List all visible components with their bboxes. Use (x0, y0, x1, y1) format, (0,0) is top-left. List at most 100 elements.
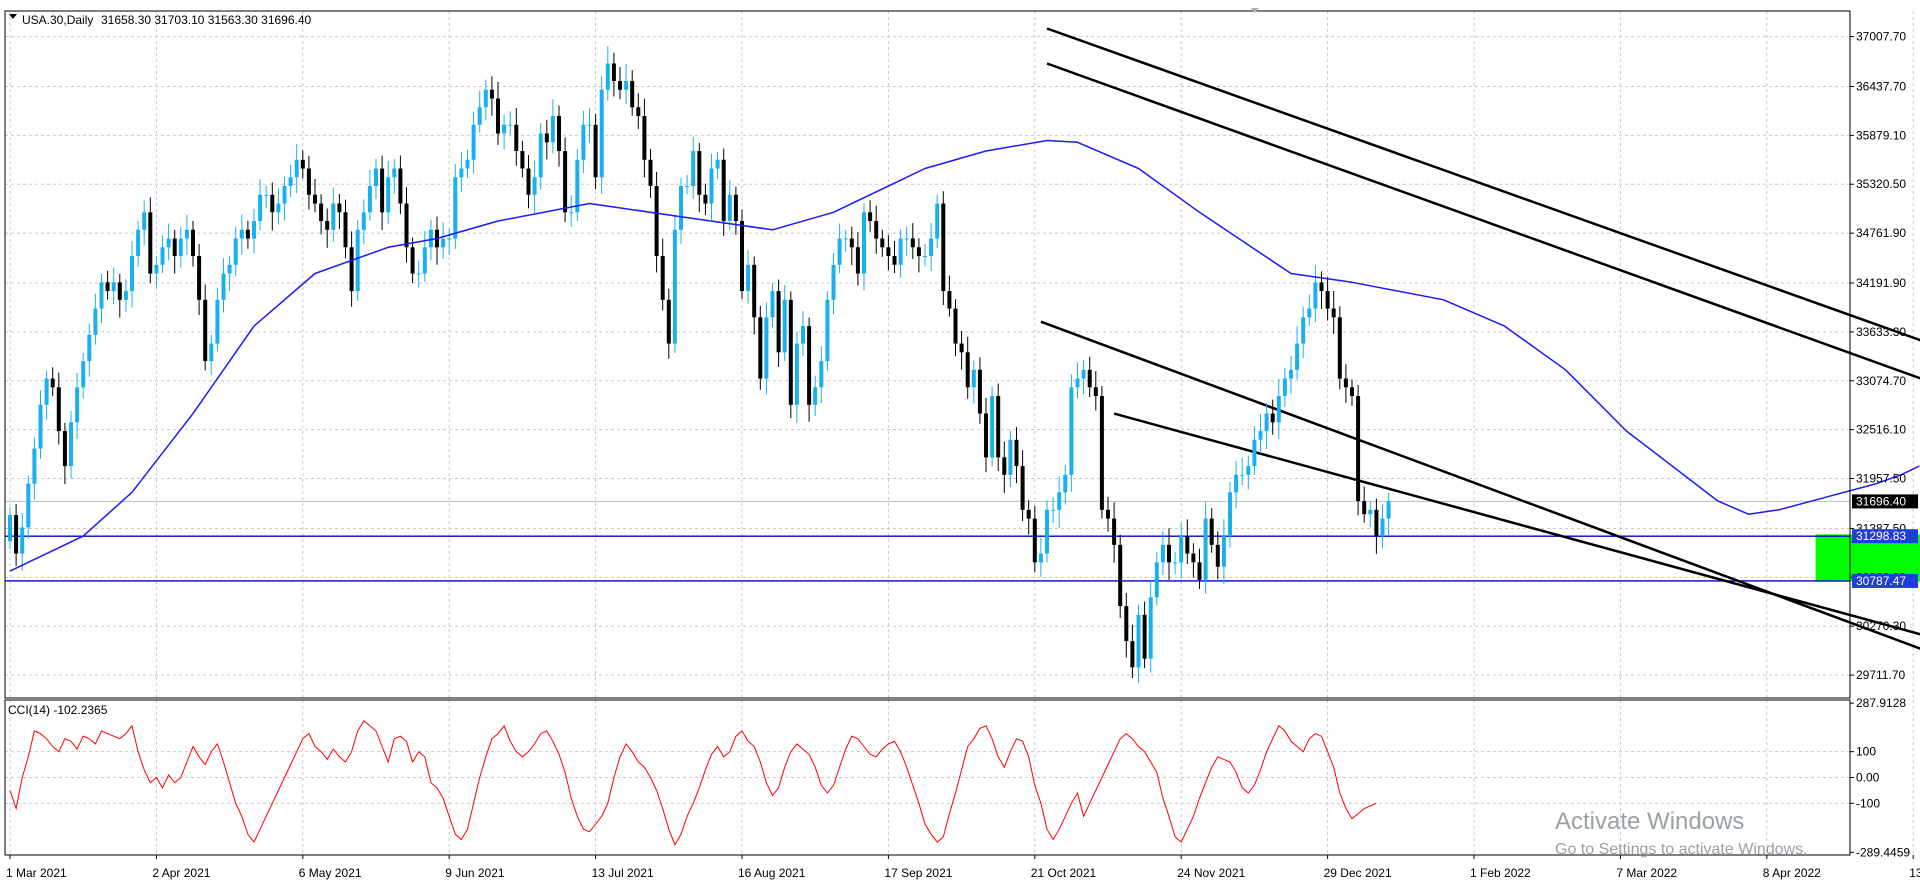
moving-average-layer (9, 139, 1920, 572)
price-tick-label: 36437.70 (1856, 79, 1906, 93)
horizontal-levels-layer[interactable] (5, 500, 1850, 582)
level-price-tag-box (1852, 573, 1918, 588)
candle-body (1289, 369, 1293, 379)
trend-channel-line[interactable] (1040, 320, 1920, 694)
candle-body (1081, 369, 1086, 379)
candle-body (666, 299, 671, 344)
candle-body (721, 159, 726, 222)
price-tick-label: 33633.30 (1856, 325, 1906, 339)
candle-body (1203, 518, 1208, 580)
candle-body (300, 159, 305, 169)
candle-body (447, 238, 452, 240)
date-tick-label: 13 Jul 2021 (592, 866, 654, 880)
candle-body (941, 203, 946, 292)
candle-body (166, 238, 171, 248)
candle-body (611, 63, 616, 82)
candle-body (117, 282, 122, 300)
candle-body (136, 229, 141, 257)
date-tick-label: 8 Apr 2022 (1763, 866, 1821, 880)
candle-body (142, 212, 147, 230)
candle-body (75, 387, 80, 423)
candle-body (813, 387, 818, 405)
candle-body (465, 159, 470, 169)
candle-body (947, 291, 952, 309)
grid-layer (5, 11, 1914, 855)
chart-header: USA.30,Daily 31658.30 31703.10 31563.30 … (9, 13, 312, 27)
candle-body (1148, 597, 1153, 659)
candle-body (404, 203, 409, 248)
candle-body (1221, 536, 1226, 567)
candle-body (1087, 369, 1092, 388)
candle-body (862, 212, 866, 274)
candle-body (764, 317, 769, 379)
candle-body (422, 247, 427, 274)
candle-body (1374, 509, 1379, 537)
candle-body (685, 186, 690, 188)
candle-body (605, 63, 610, 90)
price-tick-label: 34191.90 (1856, 276, 1906, 290)
candle-body (1142, 614, 1147, 659)
candle-body (1380, 518, 1385, 537)
trend-channel-line[interactable] (1046, 27, 1920, 458)
candles-layer (8, 46, 1391, 683)
candle-body (130, 256, 134, 292)
ohlc-values: 31658.30 31703.10 31563.30 31696.40 (101, 13, 312, 27)
candle-body (727, 194, 732, 222)
candle-body (593, 124, 598, 178)
candle-body (367, 186, 372, 213)
trend-channel-line[interactable] (1113, 412, 1920, 668)
level-price-tag-box (1852, 529, 1918, 544)
candle-body (313, 194, 317, 204)
candle-body (929, 238, 934, 257)
candle-body (624, 81, 629, 90)
candle-body (984, 413, 988, 458)
price-tick-label: 32516.10 (1856, 423, 1906, 437)
candle-body (361, 212, 366, 230)
candle-body (203, 299, 208, 362)
candle-body (343, 212, 348, 248)
candle-body (618, 81, 622, 90)
candle-body (1240, 474, 1245, 476)
candle-body (20, 527, 25, 554)
moving-average-line (9, 139, 1920, 572)
current-price-tag: 31696.40 (1856, 494, 1906, 508)
candle-body (1069, 387, 1074, 475)
trend-channel-layer[interactable] (1040, 27, 1920, 694)
candle-body (1038, 553, 1043, 563)
date-tick-label: 1 Mar 2021 (6, 866, 67, 880)
candle-body (825, 299, 830, 362)
candle-body (1063, 474, 1068, 493)
candle-body (81, 361, 86, 388)
candle-body (557, 116, 561, 152)
candle-body (776, 291, 781, 353)
candle-body (923, 256, 927, 258)
candle-body (532, 177, 537, 195)
candle-body (1264, 413, 1269, 432)
candle-body (898, 238, 903, 265)
candle-body (276, 203, 281, 213)
candle-body (746, 264, 751, 292)
candle-body (337, 203, 342, 213)
price-tick-label: 33074.70 (1856, 374, 1906, 388)
candle-body (1337, 317, 1342, 379)
date-tick-label: 7 Mar 2022 (1616, 866, 1677, 880)
candle-body (1350, 387, 1354, 397)
price-tick-label: 35320.50 (1856, 177, 1906, 191)
candle-body (636, 107, 641, 117)
candle-body (715, 159, 720, 169)
candle-body (1356, 396, 1361, 502)
candle-body (794, 343, 799, 405)
candle-body (935, 203, 940, 239)
candle-body (471, 124, 476, 160)
trend-channel-line[interactable] (1046, 62, 1920, 497)
candle-body (416, 273, 421, 275)
dropdown-triangle-icon[interactable] (9, 14, 17, 19)
candle-body (1252, 439, 1257, 467)
candle-body (1179, 536, 1184, 563)
cci-line (9, 719, 1377, 846)
candle-body (105, 282, 110, 292)
candle-body (1307, 308, 1312, 318)
date-tick-label: 1 Feb 2022 (1470, 866, 1531, 880)
